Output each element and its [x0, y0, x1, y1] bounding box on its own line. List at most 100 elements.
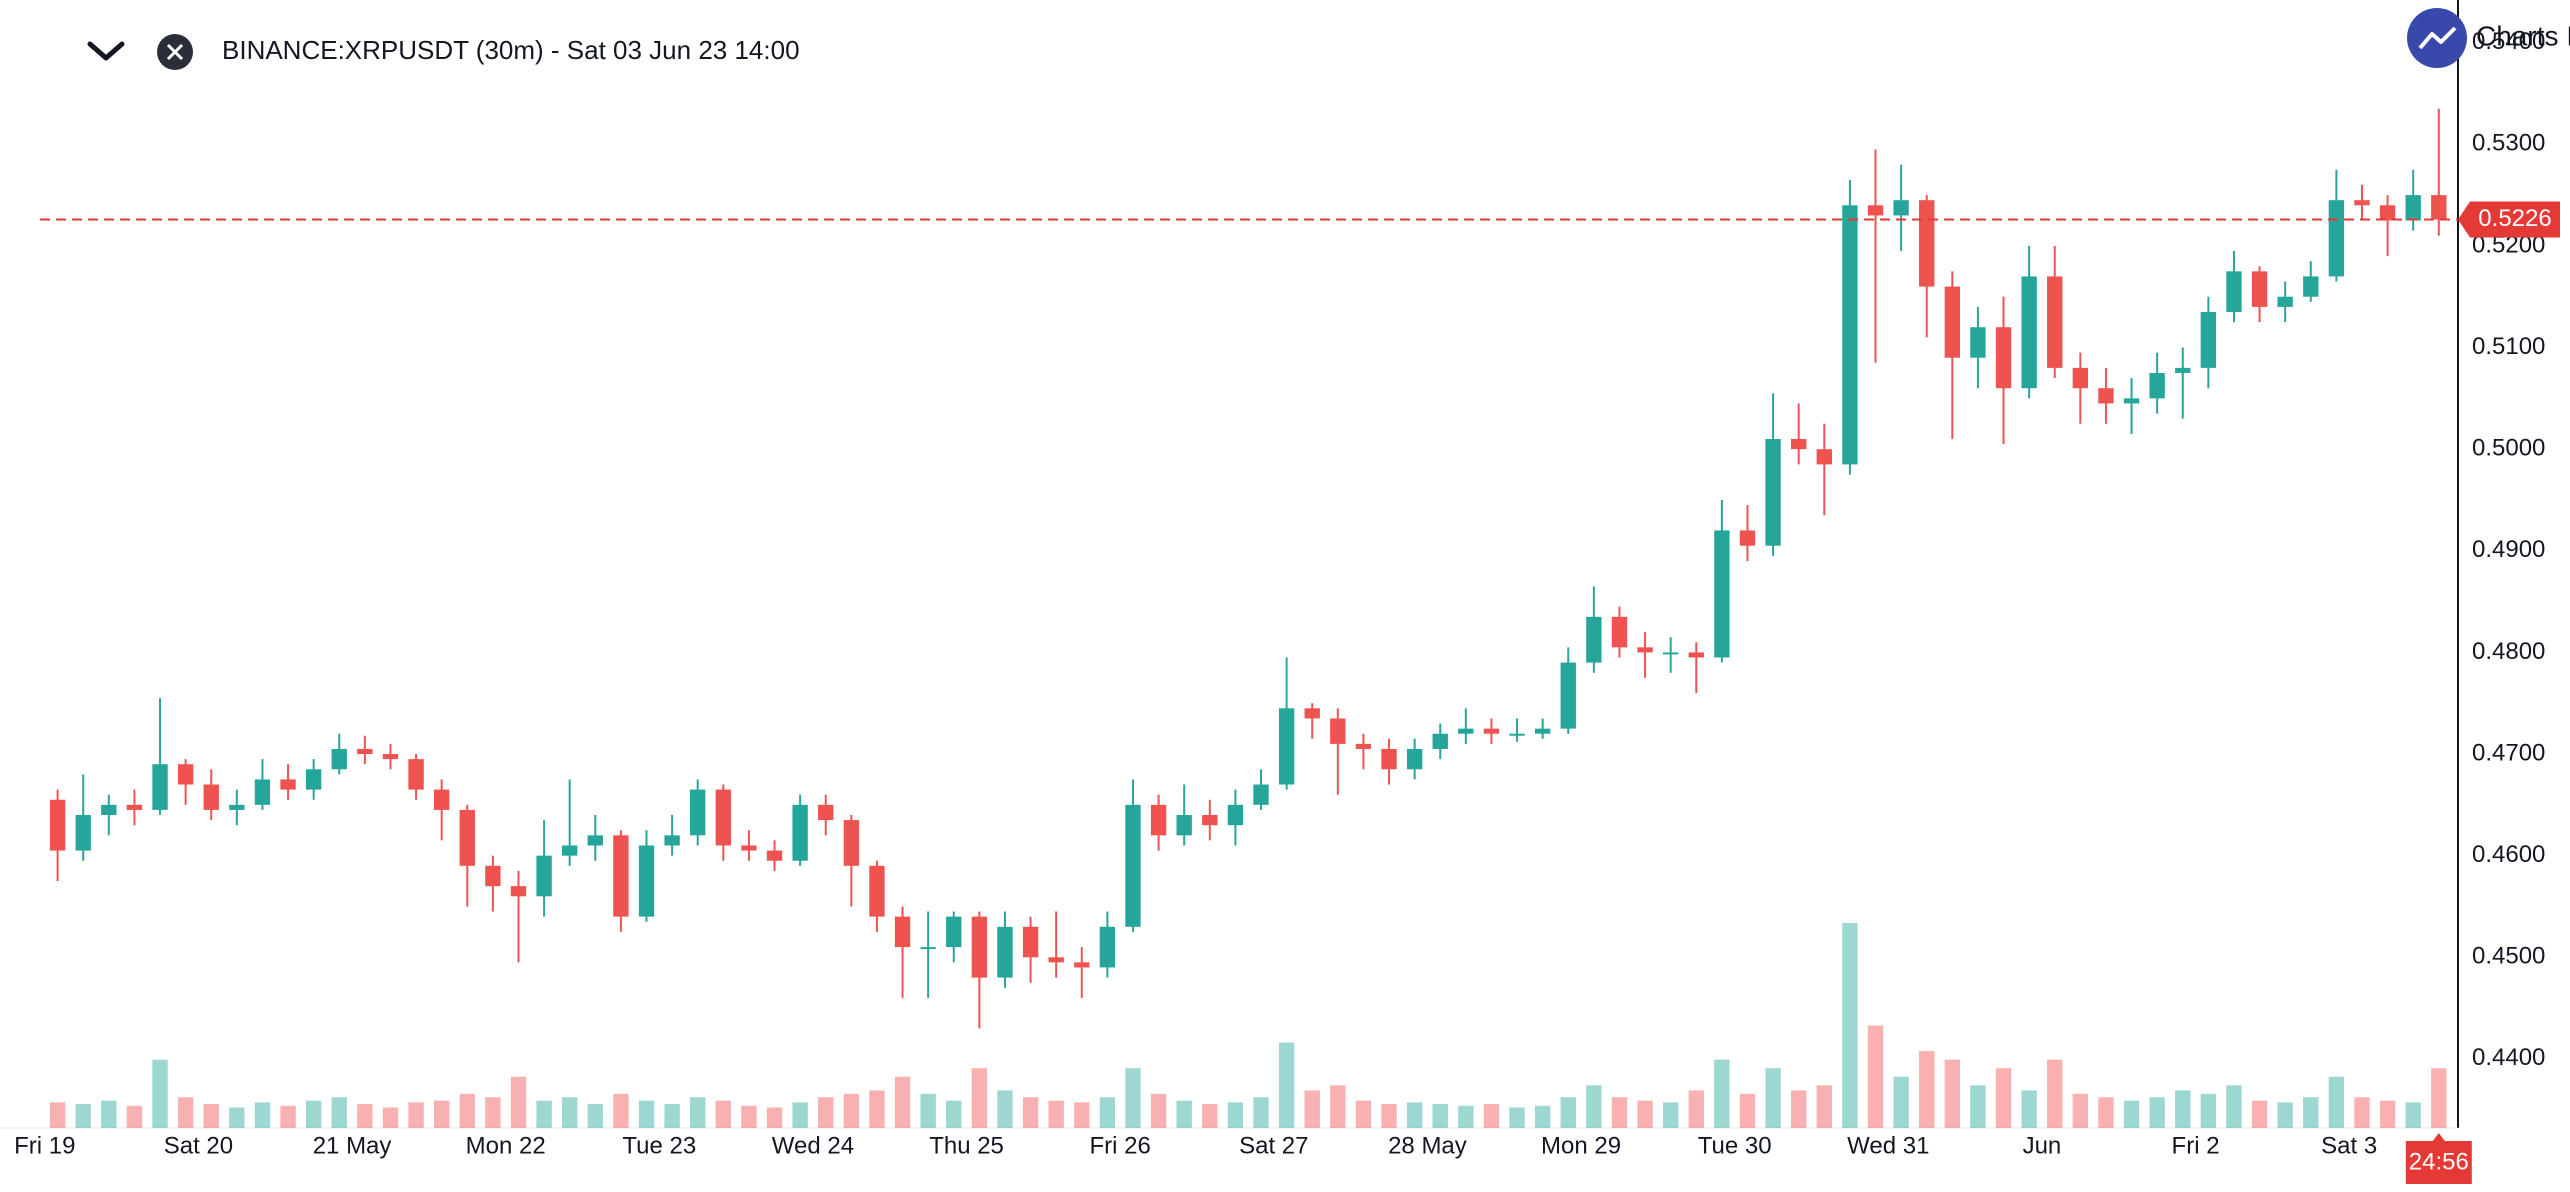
close-cross[interactable]	[166, 43, 184, 61]
volume-bar	[1074, 1102, 1090, 1128]
candle-body	[433, 789, 450, 810]
volume-bar	[792, 1102, 808, 1128]
x-tick-label: Fri 19	[14, 1132, 75, 1159]
candle-body	[792, 804, 808, 861]
volume-bar	[1509, 1107, 1525, 1128]
x-tick-label: Sat 27	[1239, 1132, 1308, 1159]
brand-name[interactable]: Charts I	[2476, 20, 2570, 51]
header: BINANCE:XRPUSDT (30m) - Sat 03 Jun 23 14…	[87, 34, 800, 70]
candle-body	[357, 748, 373, 755]
candle-body	[2277, 296, 2293, 307]
x-tick-label: Wed 24	[772, 1132, 854, 1159]
candle-body	[1995, 327, 2012, 389]
candle-body	[75, 815, 91, 851]
candle-body	[664, 835, 680, 846]
volume-bar	[280, 1105, 296, 1128]
volume-bar	[664, 1104, 680, 1128]
candle-body	[331, 748, 347, 770]
last-price-label: 0.5226	[2478, 205, 2551, 232]
volume-bar	[357, 1104, 373, 1128]
y-tick-label: 0.4500	[2472, 943, 2545, 970]
volume-bar	[869, 1090, 885, 1128]
x-tick-label: Mon 29	[1541, 1132, 1621, 1159]
volume-bar	[2379, 1100, 2396, 1128]
close-button[interactable]	[157, 34, 193, 70]
y-tick-label: 0.4800	[2472, 638, 2545, 665]
candle-body	[1662, 652, 1679, 655]
volume-bar	[1227, 1102, 1244, 1128]
volume-bar	[485, 1097, 501, 1128]
x-tick-label: Wed 31	[1847, 1132, 1929, 1159]
candle-body	[2354, 200, 2370, 206]
candle-body	[229, 804, 245, 810]
y-tick-label: 0.4400	[2472, 1044, 2545, 1071]
volume-bar	[613, 1093, 629, 1128]
candle-body	[2328, 200, 2345, 277]
candle-body	[1227, 804, 1244, 826]
x-tick-label: Sat 20	[164, 1132, 233, 1159]
candle-body	[1586, 616, 1602, 663]
volume-bar	[382, 1107, 399, 1128]
x-tick-label: Fri 26	[1090, 1132, 1151, 1159]
volume-bar	[1893, 1076, 1909, 1128]
candle-body	[1970, 327, 1986, 358]
volume-bar	[1637, 1100, 1653, 1128]
x-tick-label: Fri 2	[2172, 1132, 2220, 1159]
candle-body	[818, 804, 834, 821]
candle-body	[1125, 804, 1141, 927]
x-tick-label: Jun	[2023, 1132, 2062, 1159]
candle-body	[280, 779, 296, 790]
volume-bar	[843, 1093, 860, 1128]
candle-body	[997, 926, 1013, 978]
volume-bar	[2175, 1090, 2191, 1128]
x-tick-label: Sat 3	[2321, 1132, 2377, 1159]
volume-bar	[894, 1076, 911, 1128]
volume-bar	[1278, 1042, 1295, 1128]
candle-body	[2021, 276, 2037, 389]
volume-bar	[1842, 923, 1858, 1128]
candle-body	[1611, 616, 1628, 648]
candle-body	[1893, 200, 1909, 216]
candle-body	[971, 916, 988, 978]
volume-bar	[1304, 1090, 1320, 1128]
volume-bar	[229, 1107, 245, 1128]
volume-bar	[254, 1102, 271, 1128]
volume-bar	[1253, 1097, 1269, 1128]
volume-bar	[1458, 1105, 1474, 1128]
candle-body	[1406, 748, 1423, 770]
volume-bar	[2226, 1085, 2242, 1128]
volume-bar	[1022, 1097, 1039, 1128]
volume-bar	[946, 1100, 962, 1128]
volume-bar	[459, 1093, 475, 1128]
candle-body	[1458, 728, 1474, 734]
volume-bar	[2431, 1068, 2447, 1128]
volume-bar	[536, 1100, 552, 1128]
candle-body	[2405, 195, 2421, 221]
volume-bar	[1560, 1097, 1576, 1128]
candle-body	[1637, 647, 1653, 653]
candle-body	[741, 845, 757, 851]
candle-body	[587, 835, 603, 846]
volume-bar	[715, 1100, 731, 1128]
volume-bar	[1586, 1085, 1602, 1128]
volume-bar	[818, 1097, 834, 1128]
candle-body	[126, 804, 143, 810]
volume-bar	[2405, 1102, 2421, 1128]
candle-body	[536, 855, 552, 897]
volume-bar	[2072, 1093, 2089, 1128]
candle-body	[1381, 748, 1397, 770]
candle-body	[1048, 957, 1064, 963]
volume-bar	[177, 1097, 194, 1128]
countdown-tag	[2405, 1133, 2472, 1184]
volume-bar	[1432, 1104, 1448, 1128]
volume-bar	[1765, 1068, 1781, 1128]
volume-bar	[2354, 1097, 2370, 1128]
collapse-chevron[interactable]	[87, 41, 125, 61]
volume-bar	[1176, 1100, 1192, 1128]
candle-body	[613, 835, 629, 917]
candle-body	[690, 789, 706, 836]
x-tick-label: Thu 25	[929, 1132, 1004, 1159]
candle-body	[1022, 926, 1039, 958]
candle-body	[1816, 449, 1832, 465]
volume-bar	[1970, 1085, 1986, 1128]
